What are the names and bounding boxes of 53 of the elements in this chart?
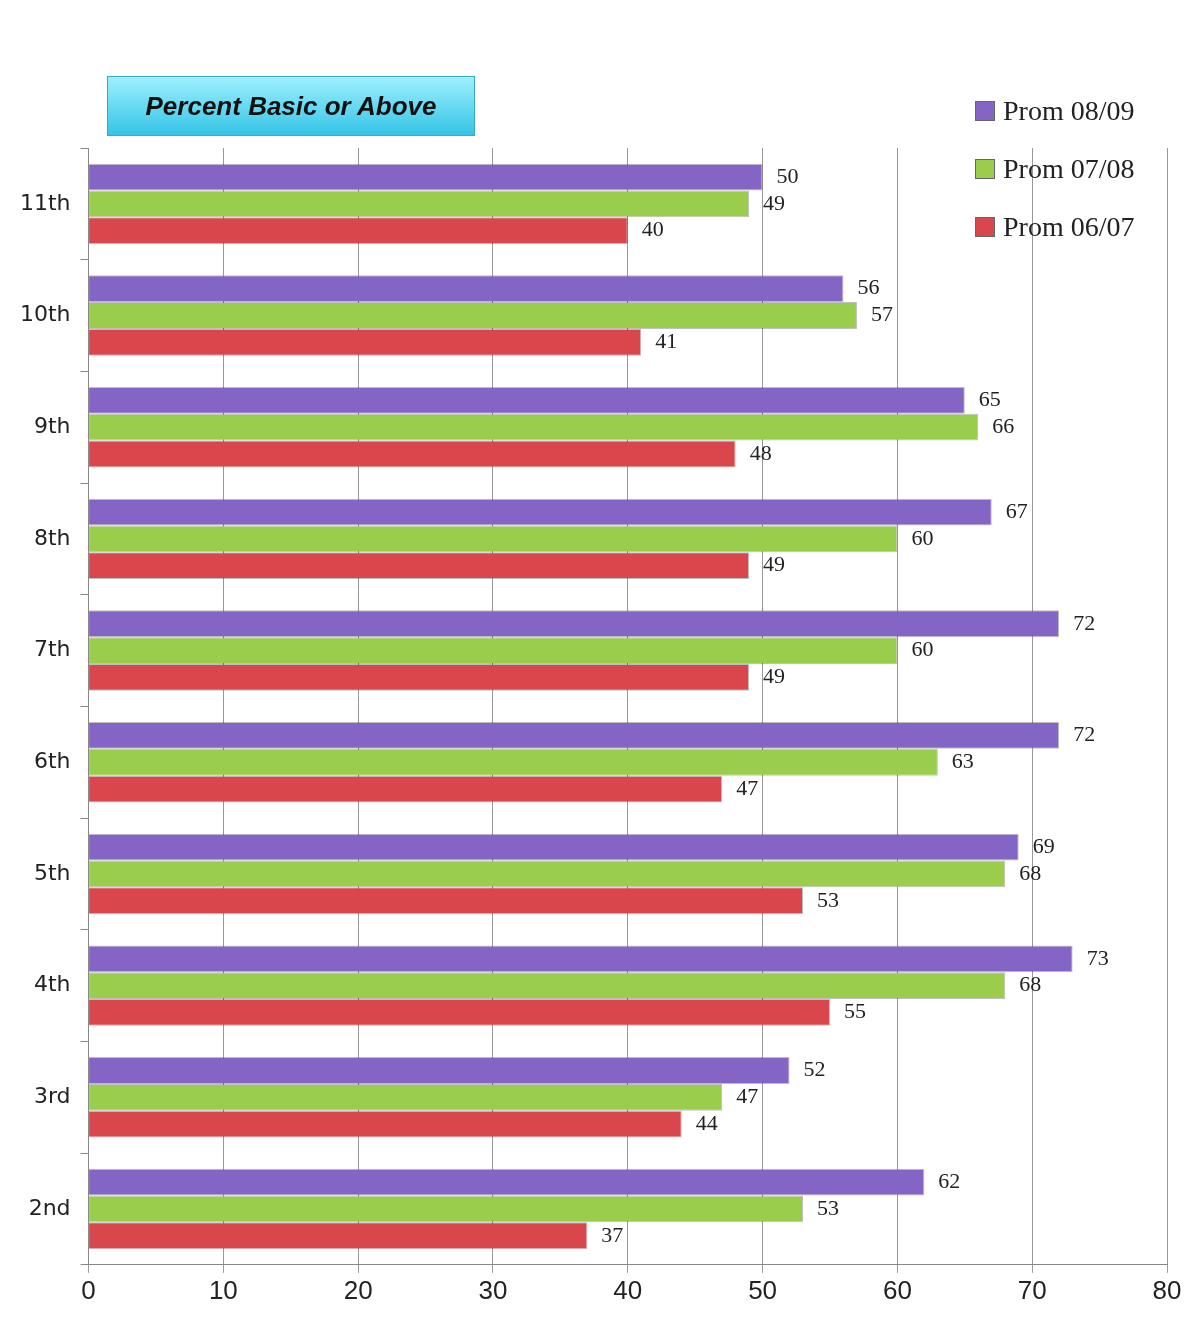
data-label: 67	[1005, 497, 1028, 523]
y-tick-label: 10th	[19, 301, 71, 327]
y-tick-label: 7th	[33, 636, 71, 662]
x-tick-label: 0	[81, 1274, 96, 1305]
data-label: 72	[1073, 721, 1096, 747]
data-label: 57	[870, 301, 893, 327]
legend-label: Prom 08/09	[1003, 95, 1135, 127]
data-label: 56	[857, 274, 880, 300]
data-label: 40	[641, 216, 664, 242]
x-tick-label: 50	[748, 1274, 778, 1305]
data-label: 50	[776, 162, 799, 188]
data-label: 44	[695, 1109, 718, 1135]
y-tick-label: 6th	[33, 747, 71, 773]
data-label: 72	[1073, 609, 1096, 635]
data-label: 62	[938, 1167, 961, 1193]
data-label: 48	[749, 439, 772, 465]
data-label: 60	[911, 524, 934, 550]
y-tick-label: 4th	[33, 971, 71, 997]
y-tick-label: 8th	[33, 524, 71, 550]
data-label: 66	[992, 412, 1015, 438]
data-label: 65	[978, 386, 1001, 412]
data-label: 53	[817, 886, 840, 912]
data-label: 63	[951, 748, 974, 774]
data-label: 47	[736, 1083, 759, 1109]
data-label: 41	[655, 328, 678, 354]
x-tick-label: 70	[1017, 1274, 1047, 1305]
legend-label: Prom 06/07	[1003, 211, 1135, 243]
data-label: 52	[803, 1056, 826, 1082]
data-label: 49	[763, 663, 786, 689]
data-label: 49	[763, 551, 786, 577]
data-label: 47	[736, 774, 759, 800]
data-label: 53	[817, 1194, 840, 1220]
y-tick-label: 9th	[33, 412, 71, 438]
legend-label: Prom 07/08	[1003, 153, 1135, 185]
data-label: 55	[843, 998, 866, 1024]
x-tick-label: 30	[478, 1274, 508, 1305]
y-tick-label: 3rd	[33, 1083, 71, 1108]
data-label: 73	[1086, 944, 1109, 970]
x-tick-label: 40	[613, 1274, 643, 1305]
x-tick-label: 10	[208, 1274, 238, 1305]
x-tick-label: 60	[882, 1274, 912, 1305]
chart-title: Percent Basic or Above	[107, 76, 475, 136]
y-tick-label: 5th	[33, 859, 71, 885]
data-label: 37	[601, 1221, 624, 1247]
y-tick-label: 2nd	[28, 1194, 71, 1220]
data-label: 68	[1019, 971, 1042, 997]
data-label: 69	[1032, 832, 1055, 858]
y-tick-label: 11th	[19, 189, 71, 215]
x-tick-label: 80	[1152, 1274, 1182, 1305]
data-label: 49	[763, 189, 786, 215]
x-tick-label: 20	[343, 1274, 373, 1305]
data-label: 60	[911, 636, 934, 662]
data-label: 68	[1019, 859, 1042, 885]
